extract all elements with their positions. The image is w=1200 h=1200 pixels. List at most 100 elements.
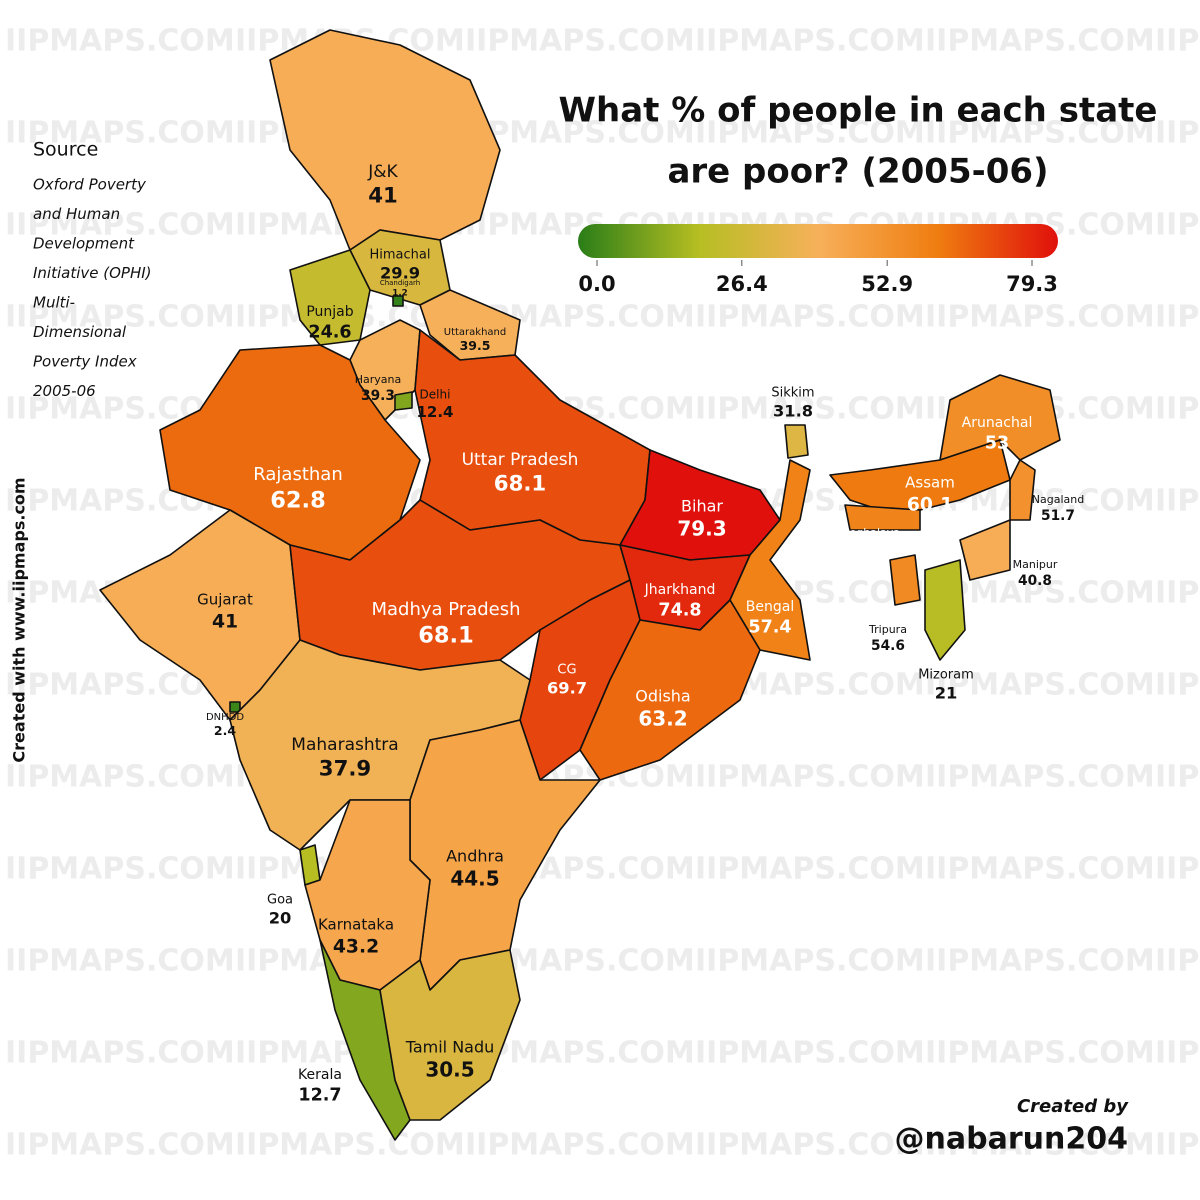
region — [729, 459, 811, 661]
region-value: 60.1 — [907, 494, 953, 515]
watermark: IIPMAPS.COM — [5, 116, 235, 151]
region-value: 79.3 — [677, 517, 726, 541]
region-value: 1.2 — [392, 289, 408, 299]
watermark: IIPMAPS.COM — [1155, 760, 1200, 795]
region-value: 30.5 — [425, 1058, 474, 1082]
region-name: Karnataka — [318, 916, 394, 934]
region-value: 12.4 — [416, 403, 453, 421]
region-name: Goa — [267, 893, 293, 908]
region-name: Meghalaya — [840, 526, 900, 539]
watermark: IIPMAPS.COM — [465, 116, 695, 151]
region-name: Uttarakhand — [444, 327, 506, 338]
region-value: 21 — [935, 683, 958, 702]
region — [579, 599, 761, 781]
watermark: IIPMAPS.COM — [1155, 852, 1200, 887]
title-line: are poor? (2005-06) — [667, 152, 1048, 192]
region — [784, 424, 809, 459]
watermark: IIPMAPS.COM — [5, 944, 235, 979]
region-value: 68.1 — [418, 623, 474, 649]
region-name: Assam — [905, 474, 955, 492]
region-value: 56.6 — [853, 541, 887, 557]
watermark: IIPMAPS.COM — [1155, 116, 1200, 151]
region — [924, 559, 966, 661]
legend-tick-label: 0.0 — [578, 272, 615, 296]
watermark: IIPMAPS.COM — [1155, 576, 1200, 611]
watermark: IIPMAPS.COM — [1155, 208, 1200, 243]
region-name: Tripura — [868, 623, 907, 636]
title-line: What % of people in each state — [559, 91, 1158, 131]
region-name: Sikkim — [771, 386, 814, 401]
watermark: IIPMAPS.COM — [925, 1128, 1155, 1163]
watermark: IIPMAPS.COM — [5, 208, 235, 243]
watermark: IIPMAPS.COM — [1155, 392, 1200, 427]
watermark: IIPMAPS.COM — [925, 24, 1155, 59]
region-value: 37.9 — [319, 757, 371, 782]
region-name: Uttar Pradesh — [462, 450, 579, 470]
watermark: IIPMAPS.COM — [5, 1128, 235, 1163]
region — [394, 391, 413, 411]
region-name: CG — [557, 663, 576, 678]
source-line: Multi- — [33, 294, 75, 312]
region-name: DNHDD — [206, 712, 244, 723]
region — [379, 949, 521, 1121]
watermark: IIPMAPS.COM — [5, 24, 235, 59]
region-value: 53 — [985, 433, 1009, 453]
region-name: Maharashtra — [291, 735, 398, 755]
watermark: IIPMAPS.COM — [925, 944, 1155, 979]
region-value: 63.2 — [638, 707, 687, 731]
map — [99, 29, 1061, 1141]
map-labels: J&K41Himachal29.9Chandigarh1.2Punjab24.6… — [197, 162, 1084, 1105]
source-line: and Human — [33, 205, 120, 223]
source-text: Oxford Poverty and Human Development Initia… — [33, 176, 152, 401]
region-value: 62.8 — [270, 488, 326, 514]
region-value: 12.7 — [298, 1085, 341, 1105]
region-name: Bengal — [746, 599, 794, 615]
region-value: 40.8 — [1018, 573, 1052, 589]
watermark: IIPMAPS.COM — [695, 116, 925, 151]
watermark: IIPMAPS.COM — [235, 1128, 465, 1163]
region — [269, 29, 501, 251]
region — [414, 329, 651, 546]
region-name: Delhi — [420, 388, 451, 402]
watermark: IIPMAPS.COM — [5, 852, 235, 887]
watermark: IIPMAPS.COM — [695, 1128, 925, 1163]
region-value: 74.8 — [658, 600, 701, 620]
region-value: 39.5 — [460, 338, 491, 353]
region-value: 43.2 — [333, 936, 379, 957]
region-value: 41 — [368, 184, 398, 209]
region-value: 31.8 — [773, 401, 813, 420]
source-line: Development — [33, 235, 135, 253]
watermark: IIPMAPS.COM — [5, 300, 235, 335]
region-value: 2.4 — [214, 723, 236, 738]
region-value: 44.5 — [450, 867, 499, 891]
region-value: 41 — [212, 611, 238, 632]
region-name: Odisha — [635, 687, 690, 706]
watermark: IIPMAPS.COM — [5, 1036, 235, 1071]
region-value: 57.4 — [748, 617, 791, 637]
region-value: 20 — [269, 908, 292, 927]
region-name: Himachal — [370, 248, 431, 263]
region-value: 68.1 — [494, 472, 546, 497]
watermark: IIPMAPS.COM — [925, 116, 1155, 151]
watermark: IIPMAPS.COM — [1155, 1036, 1200, 1071]
watermark: IIPMAPS.COM — [695, 24, 925, 59]
watermark: IIPMAPS.COM — [465, 24, 695, 59]
region — [829, 439, 1011, 511]
region-name: Madhya Pradesh — [371, 599, 520, 620]
watermark: IIPMAPS.COM — [695, 944, 925, 979]
region — [392, 295, 404, 307]
source-line: 2005-06 — [33, 382, 96, 400]
region-value: 24.6 — [308, 322, 351, 342]
source-line: Initiative (OPHI) — [33, 264, 152, 282]
region-name: Nagaland — [1032, 493, 1084, 506]
region-name: Rajasthan — [253, 464, 342, 485]
source-line: Dimensional — [33, 323, 127, 341]
region-name: Punjab — [306, 304, 353, 320]
watermark: IIPMAPS.COM — [695, 852, 925, 887]
region-name: Kerala — [298, 1067, 342, 1083]
region-name: Gujarat — [197, 591, 253, 609]
region-name: Mizoram — [918, 668, 974, 683]
watermark: IIPMAPS.COM — [695, 1036, 925, 1071]
watermark: IIPMAPS.COM — [925, 760, 1155, 795]
region-name: Haryana — [355, 373, 402, 386]
